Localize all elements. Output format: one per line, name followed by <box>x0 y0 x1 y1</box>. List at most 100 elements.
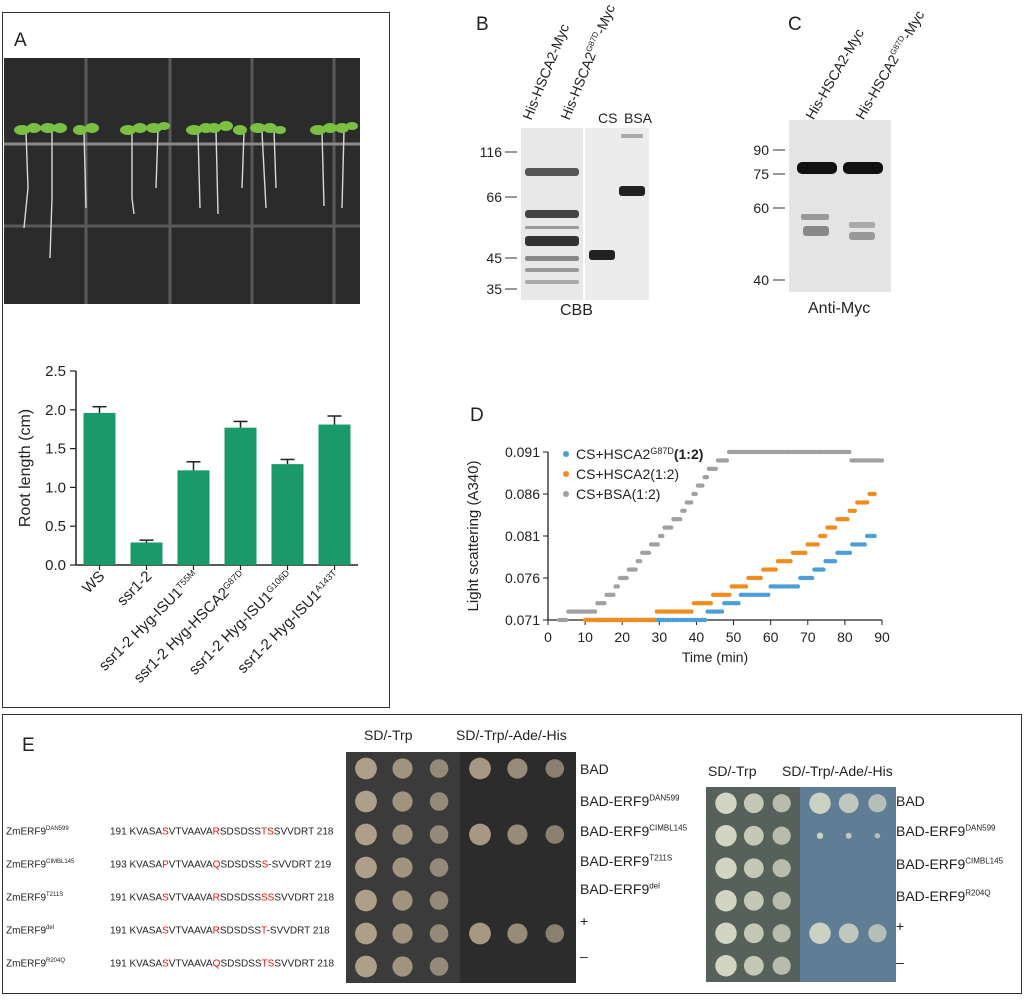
x-tick-label: 40 <box>689 629 705 645</box>
sequence-residue: VTVAAVA <box>168 859 213 871</box>
strain-label-base: + <box>580 913 589 929</box>
panel-label-b: B <box>476 14 489 35</box>
data-point <box>832 525 838 530</box>
strain-label: BAD-ERF9R204Q <box>896 888 991 904</box>
yeast-colony <box>545 825 565 844</box>
legend-marker <box>563 491 569 497</box>
strain-label: – <box>580 948 588 964</box>
data-point <box>758 575 763 581</box>
data-point <box>724 458 730 463</box>
mw-66: 66 <box>486 189 502 205</box>
strain-label: BAD-ERF9CIMBL145 <box>896 856 1003 872</box>
sequence-name: ZmERF9R204Q <box>6 958 66 970</box>
plate-header-sd-trp-right: SD/-Trp <box>708 763 757 779</box>
yeast-colony <box>507 824 528 845</box>
data-point <box>719 609 725 614</box>
lane-label-c-his-hsca2-g87d-myc: His-HSCA2G87D-Myc <box>852 8 927 122</box>
data-point <box>700 483 705 488</box>
sequence-start: 193 <box>110 859 130 871</box>
yeast-colony <box>392 890 413 911</box>
yeast-colony <box>772 826 791 845</box>
sequence-end: 219 <box>311 859 332 871</box>
strain-label: BAD-ERF9DAN599 <box>580 793 679 809</box>
strain-label-base: BAD-ERF9 <box>580 853 650 869</box>
data-point <box>803 550 808 555</box>
x-tick-label: 10 <box>577 629 593 645</box>
yeast-colony <box>743 858 764 879</box>
yeast-colony <box>715 922 737 944</box>
x-tick-label: 80 <box>837 629 853 645</box>
data-point <box>847 550 853 555</box>
data-point <box>660 533 665 539</box>
strain-label: – <box>896 954 904 970</box>
yeast-colony <box>355 823 377 846</box>
panel-label-a: A <box>14 30 27 51</box>
sequence-end: 218 <box>314 826 334 838</box>
sequence-residue: KVASA <box>129 859 163 871</box>
x-tick-label: 30 <box>652 629 668 645</box>
y-tick-label: 0.091 <box>505 444 540 460</box>
sequence-start: 191 <box>110 958 130 970</box>
sequence-residue-highlight: Q <box>212 859 221 871</box>
yeast-colony <box>772 956 791 975</box>
sequence-end: 218 <box>314 892 335 904</box>
yeast-colony <box>838 793 859 814</box>
legend-label-sup: G87D <box>650 446 674 456</box>
x-tick-label-sup: T55M <box>174 568 197 591</box>
sequence-residue: SDSDSS <box>219 826 262 838</box>
sequence-residue-highlight: P <box>162 859 169 871</box>
bar <box>177 470 210 565</box>
sequence-name-sup: DAN599 <box>46 826 69 832</box>
sequence-end: 218 <box>314 958 335 970</box>
x-tick-label-sup: G87D <box>221 567 245 591</box>
mw-c-75: 75 <box>753 166 769 182</box>
strain-label-base: BAD-ERF9 <box>580 823 650 839</box>
bar <box>224 427 257 565</box>
data-point <box>592 609 598 614</box>
data-point <box>633 567 638 572</box>
yeast-colony <box>715 792 737 814</box>
data-point <box>693 491 698 497</box>
bar <box>271 464 304 565</box>
strain-label-sup: del <box>649 881 660 891</box>
sequence-residue-highlight: S <box>261 859 269 871</box>
sequence-residue: KVASA <box>129 892 163 904</box>
strain-label-sup: T211S <box>649 853 673 863</box>
data-point <box>862 542 867 547</box>
sequence-residue: SVVDRT <box>273 826 314 838</box>
mw-35: 35 <box>486 281 502 297</box>
legend-marker <box>563 451 569 457</box>
yeast-colony <box>772 891 791 910</box>
sequence-start: 191 <box>110 925 130 937</box>
strain-label-sup: DAN599 <box>965 823 996 833</box>
strain-label-base: BAD <box>580 761 609 777</box>
y-tick-label: 0.5 <box>45 518 66 535</box>
sequence-name-sup: R204Q <box>46 958 66 964</box>
sequence-start: 191 <box>110 826 130 838</box>
data-point <box>708 601 714 606</box>
strain-label: + <box>580 913 588 929</box>
strain-label-base: – <box>580 948 588 964</box>
yeast-colony <box>507 923 528 944</box>
lane-label-bsa: BSA <box>624 110 653 126</box>
yeast-colony <box>874 833 881 839</box>
strain-label-base: BAD-ERF9 <box>580 881 650 897</box>
x-tick-label: 50 <box>726 629 742 645</box>
yeast-colony <box>743 890 764 911</box>
y-tick-label: 2.0 <box>45 402 66 419</box>
sequence-residue: SVVDRT <box>274 958 315 970</box>
yeast-colony <box>715 857 737 879</box>
sequence-residue-highlight: S <box>162 826 169 838</box>
yeast-colony <box>772 859 791 878</box>
yeast-colony <box>469 922 491 945</box>
strain-label-sup: R204Q <box>965 888 991 898</box>
yeast-colony <box>868 794 887 813</box>
data-point <box>563 617 569 623</box>
sequence-residue-highlight: S <box>162 892 169 904</box>
yeast-plate-left <box>346 752 576 983</box>
x-tick-label-base: ssr1-2 <box>114 568 155 609</box>
strain-label-base: – <box>896 954 904 970</box>
data-point <box>669 525 674 530</box>
cbb-caption: CBB <box>560 302 593 319</box>
lane-label-base: His-HSCA2 <box>557 49 599 122</box>
